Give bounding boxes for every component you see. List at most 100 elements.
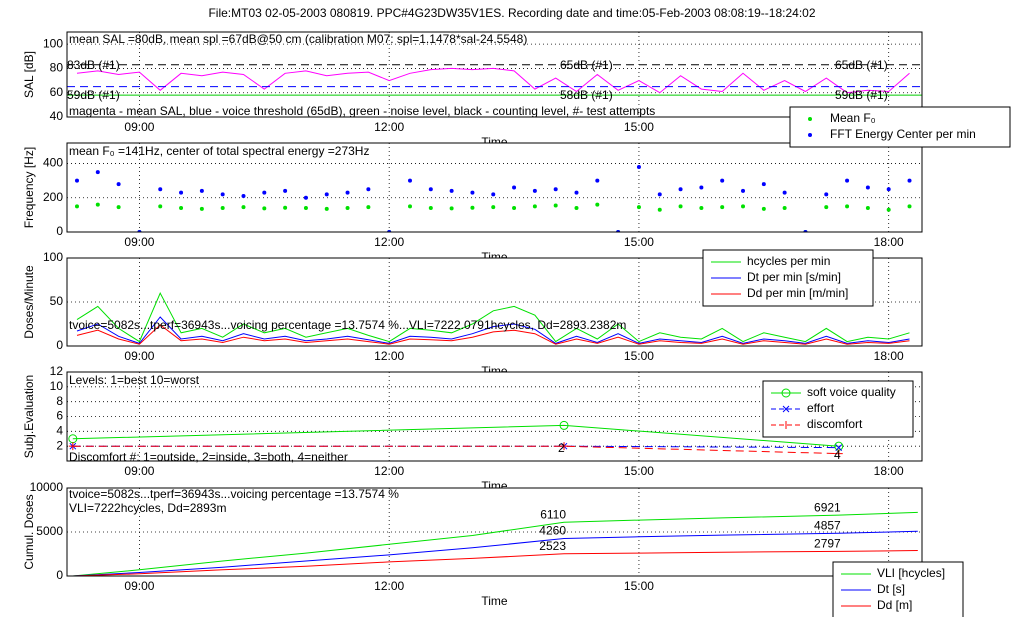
x-tick-label: 15:00 [624,120,654,134]
legend-label: Dt per min [s/min] [747,270,841,284]
marker [262,190,267,195]
y-tick-label: 6 [56,409,63,423]
marker [179,206,184,211]
legend-label: soft voice quality [807,385,896,399]
series-line [72,424,839,447]
figure-title: File:MT03 02-05-2003 080819. PPC#4G23DW3… [208,6,815,20]
annotation: Discomfort #: 1=outside, 2=inside, 3=bot… [69,450,348,464]
marker [636,205,641,210]
value-label: 6921 [814,500,841,514]
marker [574,206,579,211]
panel-5 [67,488,922,576]
y-tick-label: 60 [50,85,64,99]
marker [179,190,184,195]
y-tick-label: 5000 [36,524,63,538]
y-tick-label: 100 [43,250,63,264]
marker [835,444,843,452]
legend-label: Mean F₀ [830,111,876,125]
annotation: 59dB (#1) [67,88,120,102]
x-tick-label: 15:00 [624,349,654,363]
marker [560,442,569,451]
y-axis-label: Doses/Minute [22,265,36,339]
marker [95,202,100,207]
marker [74,204,79,209]
marker [512,185,517,190]
marker [886,207,891,212]
plot-border [66,257,923,347]
marker [283,205,288,210]
marker [782,206,787,211]
value-label: 2523 [539,539,566,553]
marker [741,188,746,193]
annotation: mean F₀ =141Hz, center of total spectral… [69,144,369,158]
marker [512,206,517,211]
panel-1 [67,32,922,117]
marker [761,182,766,187]
annotation: 65dB (#1) [835,58,888,72]
series-line [76,324,910,345]
annotation: 4 [834,448,841,462]
marker [449,188,454,193]
legend-label: hcycles per min [747,254,830,268]
marker [824,205,829,210]
series-line [72,445,839,455]
series-line [72,550,918,576]
marker [95,170,100,175]
marker [262,206,267,211]
marker [116,205,121,210]
x-tick-label: 15:00 [624,579,654,593]
marker [199,188,204,193]
x-tick-label: 18:00 [874,464,904,478]
x-tick-label: 12:00 [374,579,404,593]
marker [657,207,662,212]
annotation: Levels: 1=best 10=worst [69,373,200,387]
marker [678,204,683,209]
marker [657,192,662,197]
marker [559,420,569,430]
marker [491,192,496,197]
series-line [76,292,910,343]
marker [491,205,496,210]
legend-label: Dd per min [m/min] [747,286,848,300]
marker [407,204,412,209]
marker [241,194,246,199]
marker [158,187,163,192]
y-tick-label: 0 [56,224,63,238]
marker [782,190,787,195]
marker [324,192,329,197]
marker [303,195,308,200]
y-tick-label: 12 [50,364,64,378]
annotation: mean SAL =80dB, mean spl =67dB@50 cm (ca… [69,32,527,46]
marker [428,187,433,192]
value-label: 6110 [540,507,566,521]
y-axis-label: Subj.Evaluation [22,375,36,458]
y-tick-label: 10 [50,379,64,393]
marker [574,190,579,195]
y-axis-label: SAL [dB] [22,51,36,98]
x-tick-label: 12:00 [374,235,404,249]
annotation: 2 [558,441,565,455]
marker [553,203,558,208]
plot-border [66,142,923,233]
marker [366,187,371,192]
legend-label: VLI [hcycles] [877,566,945,580]
legend-label: Dd [m] [877,598,912,612]
marker [678,187,683,192]
marker [199,206,204,211]
annotation: 58dB (#1) [560,88,613,102]
marker [720,205,725,210]
value-label: 4260 [539,524,566,538]
marker [324,206,329,211]
legend-label: effort [807,401,835,415]
y-tick-label: 0 [56,338,63,352]
marker [761,206,766,211]
plot-border [66,31,923,118]
marker [283,188,288,193]
y-tick-label: 8 [56,394,63,408]
annotation: 59dB (#1) [835,88,888,102]
x-tick-label: 12:00 [374,464,404,478]
y-tick-label: 400 [43,156,63,170]
marker [158,204,163,209]
plot-border [66,371,923,462]
legend-marker [782,405,790,413]
